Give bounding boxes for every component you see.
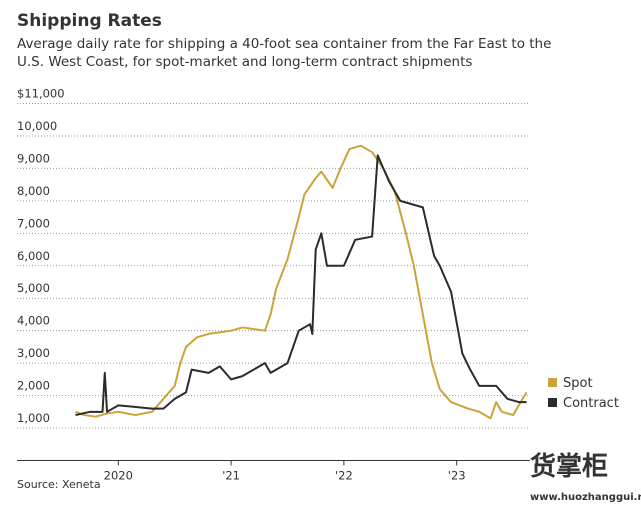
y-tick-label: 5,000 [17,281,50,295]
source: Source: Xeneta [17,478,101,491]
series-line [75,154,527,417]
legend-label: Contract [563,396,619,411]
y-tick-label: 10,000 [17,119,57,133]
y-tick-label: 1,000 [17,411,50,425]
legend-swatch [548,378,557,387]
y-tick-label: $11,000 [17,87,65,101]
legend-swatch [548,398,557,407]
y-tick-label: 3,000 [17,346,50,360]
watermark-url: www.huozhanggui.net [530,492,641,503]
y-tick-label: 6,000 [17,249,50,263]
series-line [75,144,528,420]
x-tick-label: '23 [448,469,466,483]
chart-subtitle: Average daily rate for shipping a 40-foo… [17,36,551,70]
watermark: 货掌柜 [530,451,608,482]
y-tick-label: 8,000 [17,184,50,198]
x-tick-label: 2020 [104,469,133,483]
y-tick-label: 9,000 [17,151,50,165]
chart-title: Shipping Rates [17,11,162,31]
x-tick-label: '22 [335,469,353,483]
y-tick-label: 2,000 [17,379,50,393]
y-tick-label: 7,000 [17,216,50,230]
legend-label: Spot [563,376,593,391]
x-tick-label: '21 [222,469,240,483]
y-tick-label: 4,000 [17,314,50,328]
